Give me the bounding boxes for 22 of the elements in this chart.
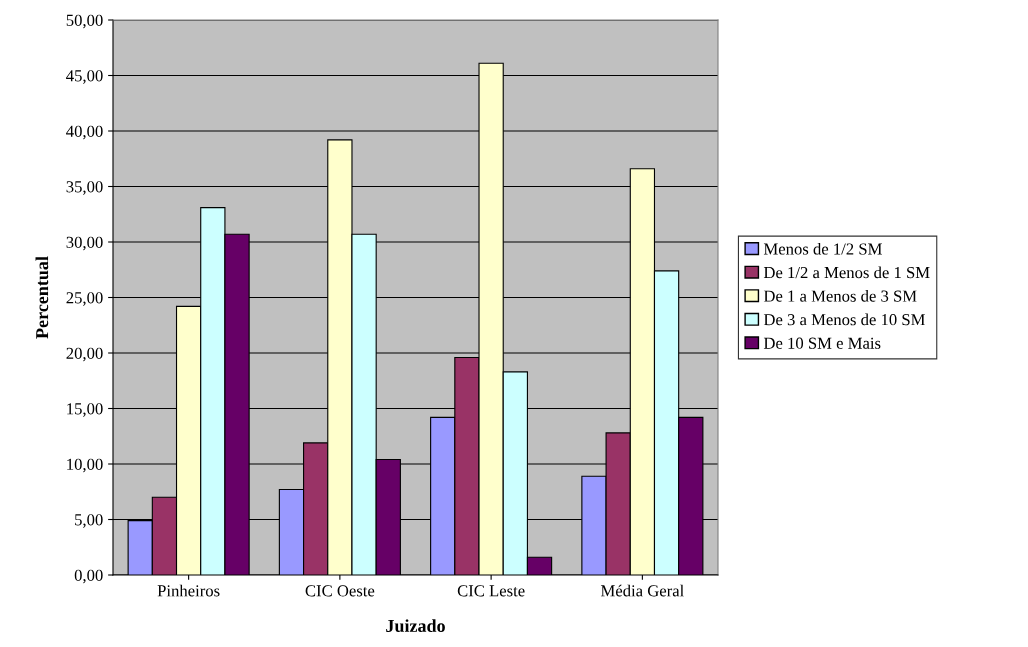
y-tick-label: 40,00: [66, 125, 103, 140]
legend-label: De 1/2 a Menos de 1 SM: [763, 266, 930, 279]
x-tick-label: CIC Leste: [457, 585, 525, 597]
y-tick-label: 0,00: [74, 569, 103, 584]
y-axis-title: Percentual: [35, 256, 49, 339]
y-tick-label: 35,00: [66, 181, 103, 195]
legend-label: De 1 a Menos de 3 SM: [763, 289, 917, 302]
y-tick-label: 30,00: [66, 236, 103, 251]
x-tick-label: Pinheiros: [157, 584, 220, 597]
x-axis-title: Juizado: [386, 619, 445, 633]
y-tick-label: 15,00: [67, 403, 103, 417]
y-tick-label: 5,00: [75, 514, 103, 528]
legend-label: Menos de 1/2 SM: [763, 242, 882, 255]
x-tick-label: Média Geral: [600, 584, 684, 597]
y-tick-label: 20,00: [66, 347, 103, 362]
y-tick-label: 45,00: [66, 70, 103, 84]
x-tick-label: CIC Oeste: [305, 585, 375, 597]
legend-label: De 10 SM e Mais: [763, 337, 881, 349]
y-tick-label: 50,00: [66, 14, 103, 29]
y-tick-label: 25,00: [66, 292, 103, 306]
legend-label: De 3 a Menos de 10 SM: [763, 313, 925, 326]
y-tick-label: 10,00: [67, 458, 103, 473]
